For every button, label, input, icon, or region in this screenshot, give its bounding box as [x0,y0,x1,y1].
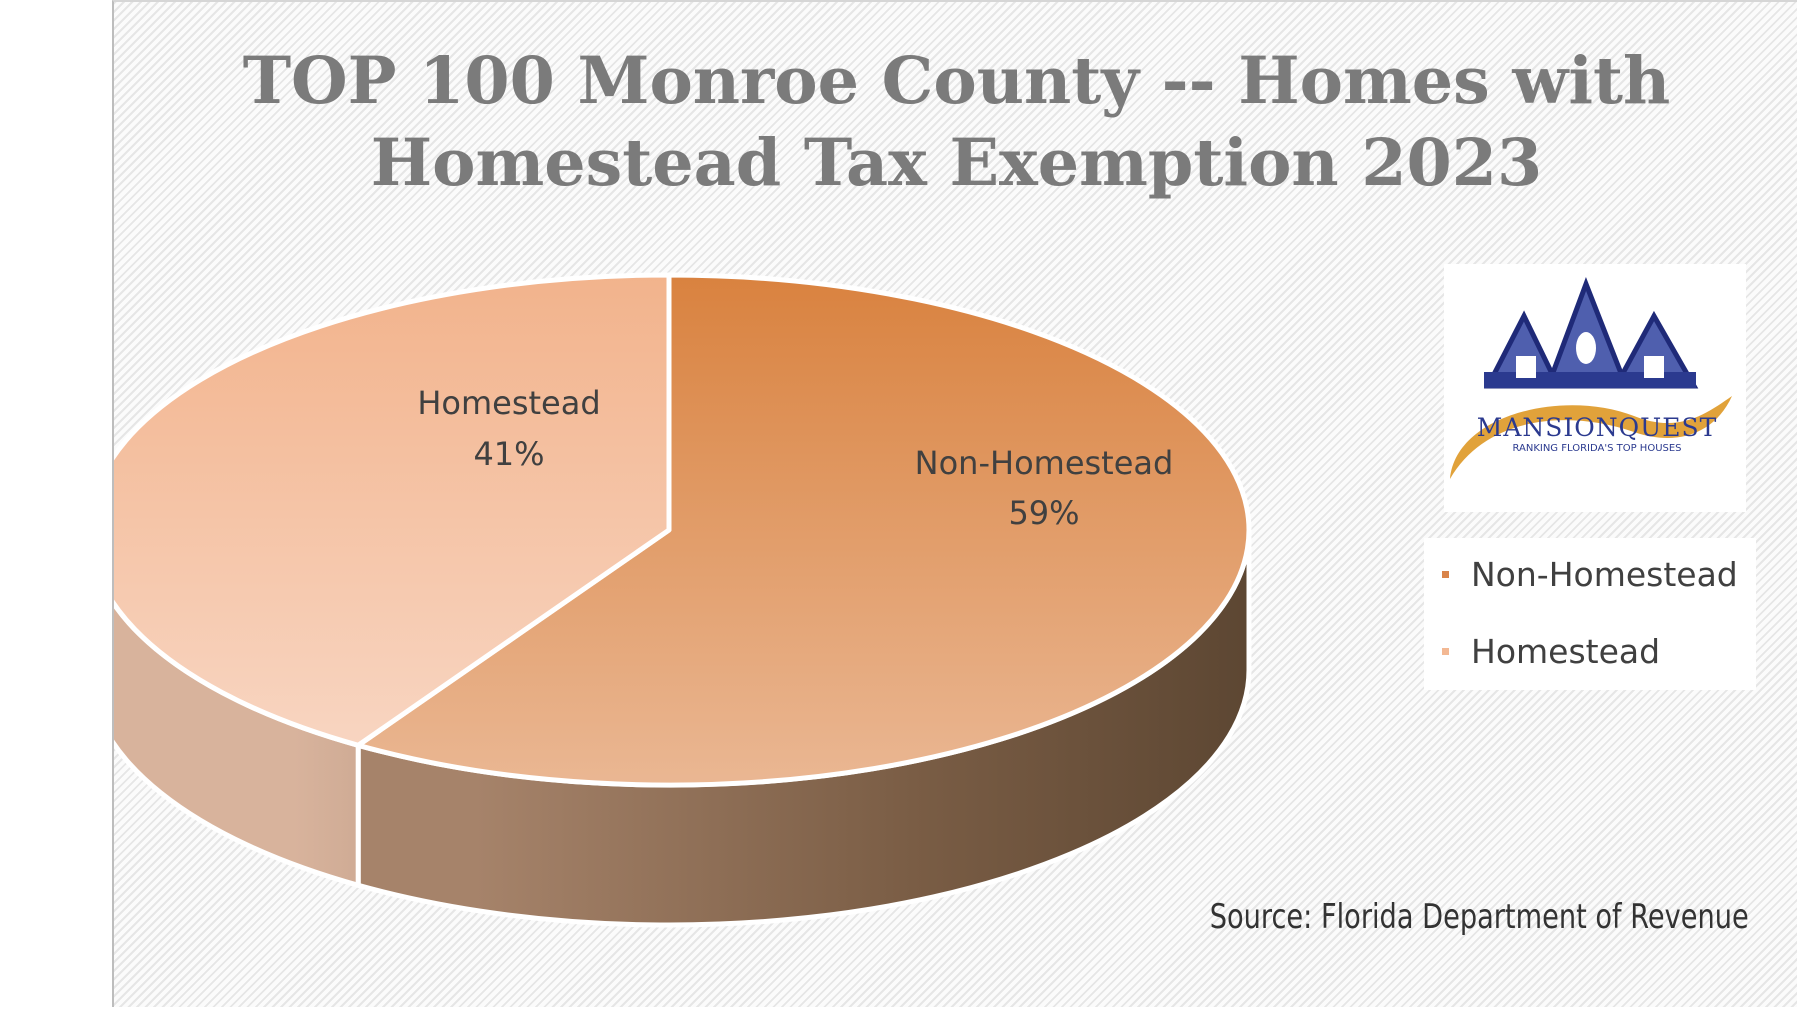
logo-graphic: MANSIONQUEST RANKING FLORIDA'S TOP HOUSE… [1450,276,1732,479]
logo-window-left [1516,356,1536,378]
legend-marker-homestead [1442,647,1449,655]
chart-title: TOP 100 Monroe County -- Homes with Home… [114,40,1797,204]
chart-title-line-1: TOP 100 Monroe County -- Homes with [242,43,1671,119]
logo-tagline-text: RANKING FLORIDA'S TOP HOUSES [1512,443,1681,454]
legend-item-homestead: Homestead [1424,631,1660,671]
slice-label-non-homestead-value: 59% [1008,494,1079,532]
legend-label-homestead: Homestead [1471,631,1661,671]
logo-window-center [1576,332,1596,364]
legend-label-non-homestead: Non-Homestead [1471,554,1738,594]
chart-legend: Non-Homestead Homestead [1424,538,1756,690]
pie-chart: Non-Homestead 59% Homestead 41% [114,272,1252,928]
logo-house-base [1484,372,1696,388]
source-note: Source: Florida Department of Revenue [1210,897,1749,937]
chart-slide: TOP 100 Monroe County -- Homes with Home… [112,0,1797,1007]
mansionquest-logo: MANSIONQUEST RANKING FLORIDA'S TOP HOUSE… [1444,264,1746,512]
chart-title-line-2: Homestead Tax Exemption 2023 [370,125,1543,201]
slice-label-homestead-name: Homestead [417,384,600,422]
logo-window-right [1644,356,1664,378]
slice-label-non-homestead-name: Non-Homestead [915,444,1174,482]
pie-slice-non-homestead [355,272,1252,788]
logo-swoosh [1450,396,1732,479]
pie-slice-homestead [114,272,672,748]
logo-brand-text: MANSIONQUEST [1477,413,1718,442]
legend-marker-non-homestead [1442,570,1449,578]
legend-item-non-homestead: Non-Homestead [1424,554,1738,594]
slice-label-homestead-value: 41% [473,435,544,473]
